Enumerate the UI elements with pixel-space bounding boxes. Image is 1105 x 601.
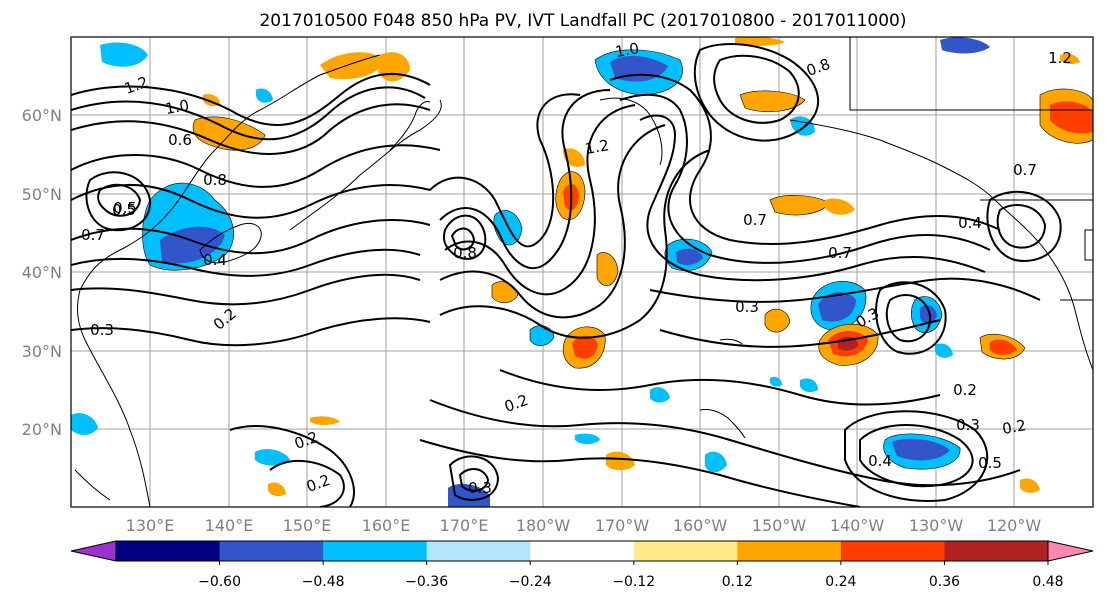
longitude-labels: 130°E 140°E 150°E 160°E 170°E 180°W 170°W 160°W… (126, 516, 1042, 535)
colorbar-segment (426, 541, 531, 561)
lat-label: 30°N (22, 342, 62, 361)
colorbar-segment (633, 541, 738, 561)
colorbar-tick-label: −0.60 (198, 574, 241, 590)
lon-label: 140°W (830, 516, 885, 535)
colorbar-tick-label: 0.36 (929, 574, 960, 590)
contour-label: 1.2 (1048, 49, 1072, 67)
contour-label: 0.4 (203, 251, 227, 269)
colorbar-tick-label: −0.36 (405, 574, 448, 590)
contour-label: 0.2 (1001, 416, 1028, 438)
contour-label: 0.6 (168, 131, 192, 149)
contour-label: 0.4 (868, 452, 892, 470)
colorbar-segment (530, 541, 635, 561)
contour-label: 0.7 (1013, 161, 1037, 179)
map-title: 2017010500 F048 850 hPa PV, IVT Landfall… (259, 11, 906, 31)
contour-label: 0.8 (203, 171, 227, 189)
contour-label: 0.5 (978, 454, 1002, 472)
contour-label: 0.2 (953, 381, 977, 399)
contour-label: 0.5 (113, 199, 137, 217)
colorbar-tick-label: −0.24 (509, 574, 552, 590)
colorbar-tick-label: 0.48 (1032, 574, 1063, 590)
lon-label: 140°E (205, 516, 254, 535)
colorbar-segment (219, 541, 324, 561)
map-frame (70, 36, 1094, 508)
contour-label: 0.4 (958, 214, 982, 232)
lat-label: 50°N (22, 185, 62, 204)
lat-label: 40°N (22, 263, 62, 282)
pv-contours (71, 43, 1062, 507)
contour-label: 0.3 (735, 298, 759, 316)
lat-label: 20°N (22, 420, 62, 439)
contour-label: 1.2 (584, 136, 611, 158)
contour-label: 0.3 (468, 479, 492, 497)
lon-label: 130°E (126, 516, 175, 535)
lon-label: 130°W (909, 516, 964, 535)
lon-label: 170°W (595, 516, 650, 535)
lon-label: 160°W (673, 516, 728, 535)
lat-label: 60°N (22, 106, 62, 125)
colorbar-segment (944, 541, 1049, 561)
map-content (71, 37, 1093, 507)
lon-label: 170°E (440, 516, 489, 535)
colorbar-segment (116, 541, 221, 561)
colorbar-extend-low (70, 540, 117, 562)
lon-label: 150°E (283, 516, 332, 535)
contour-label: 0.5 (112, 201, 136, 219)
colorbar-extend-high (1047, 540, 1094, 562)
contour-label: 0.3 (956, 416, 980, 434)
coastlines (74, 37, 1093, 507)
contour-label: 0.8 (453, 244, 477, 262)
lon-label: 120°W (987, 516, 1042, 535)
contour-label: 1.0 (164, 96, 191, 118)
contour-label: 0.3 (90, 321, 114, 339)
colorbar-outline (115, 540, 1049, 562)
colorbar-tick-label: −0.12 (612, 574, 655, 590)
colorbar-tick-label: 0.12 (722, 574, 753, 590)
colorbar-tick-label: −0.48 (302, 574, 345, 590)
contour-label: 0.7 (828, 244, 852, 262)
contour-label: 1.0 (614, 39, 641, 61)
lon-label: 180°W (516, 516, 571, 535)
colorbar-tick-label: 0.24 (825, 574, 856, 590)
colorbar-segment (323, 541, 428, 561)
latitude-labels: 60°N 50°N 40°N 30°N 20°N (22, 106, 62, 439)
colorbar-segment (737, 541, 842, 561)
lon-label: 160°E (362, 516, 411, 535)
colorbar-segment (840, 541, 945, 561)
shaded-anomalies (71, 37, 1093, 507)
contour-label: 0.7 (81, 226, 105, 244)
lon-label: 150°W (752, 516, 807, 535)
colorbar: −0.60 −0.48 −0.36 −0.24 −0.12 0.12 0.24 0.36 0.4… (70, 540, 1094, 590)
contour-label: 0.7 (743, 211, 767, 229)
